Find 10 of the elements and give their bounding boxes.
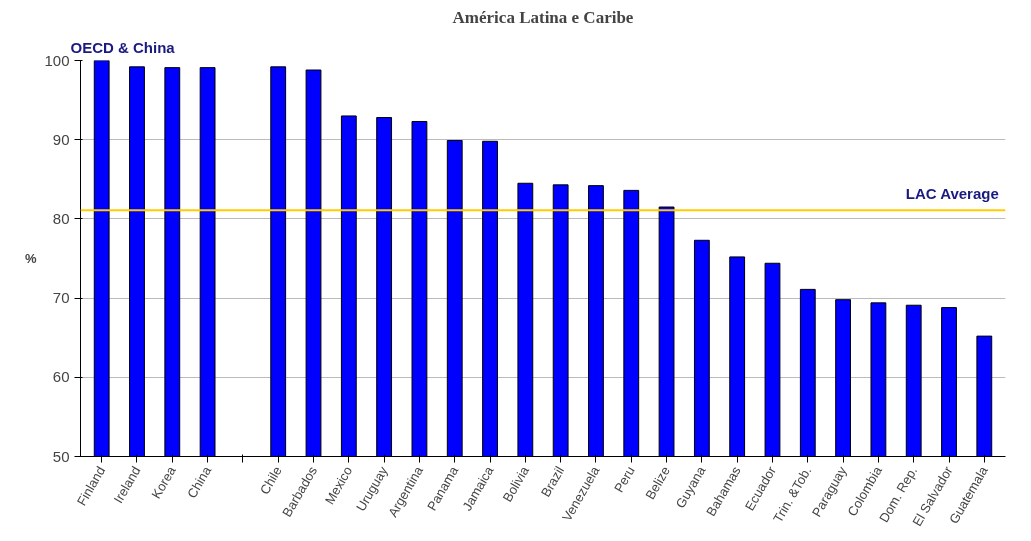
y-tick-label: 50	[52, 447, 70, 465]
y-tick-label: 80	[52, 209, 70, 227]
y-tick-label: 70	[52, 289, 70, 307]
text: OECD & China	[70, 38, 176, 56]
chart-title: América Latina e Caribe	[452, 7, 634, 27]
y-axis-title: %	[24, 251, 37, 266]
ref-line-label: LAC Average	[905, 185, 999, 203]
y-tick-label: 60	[52, 368, 70, 386]
y-tick-label: 100	[44, 51, 70, 69]
y-tick-label: 90	[52, 130, 70, 148]
